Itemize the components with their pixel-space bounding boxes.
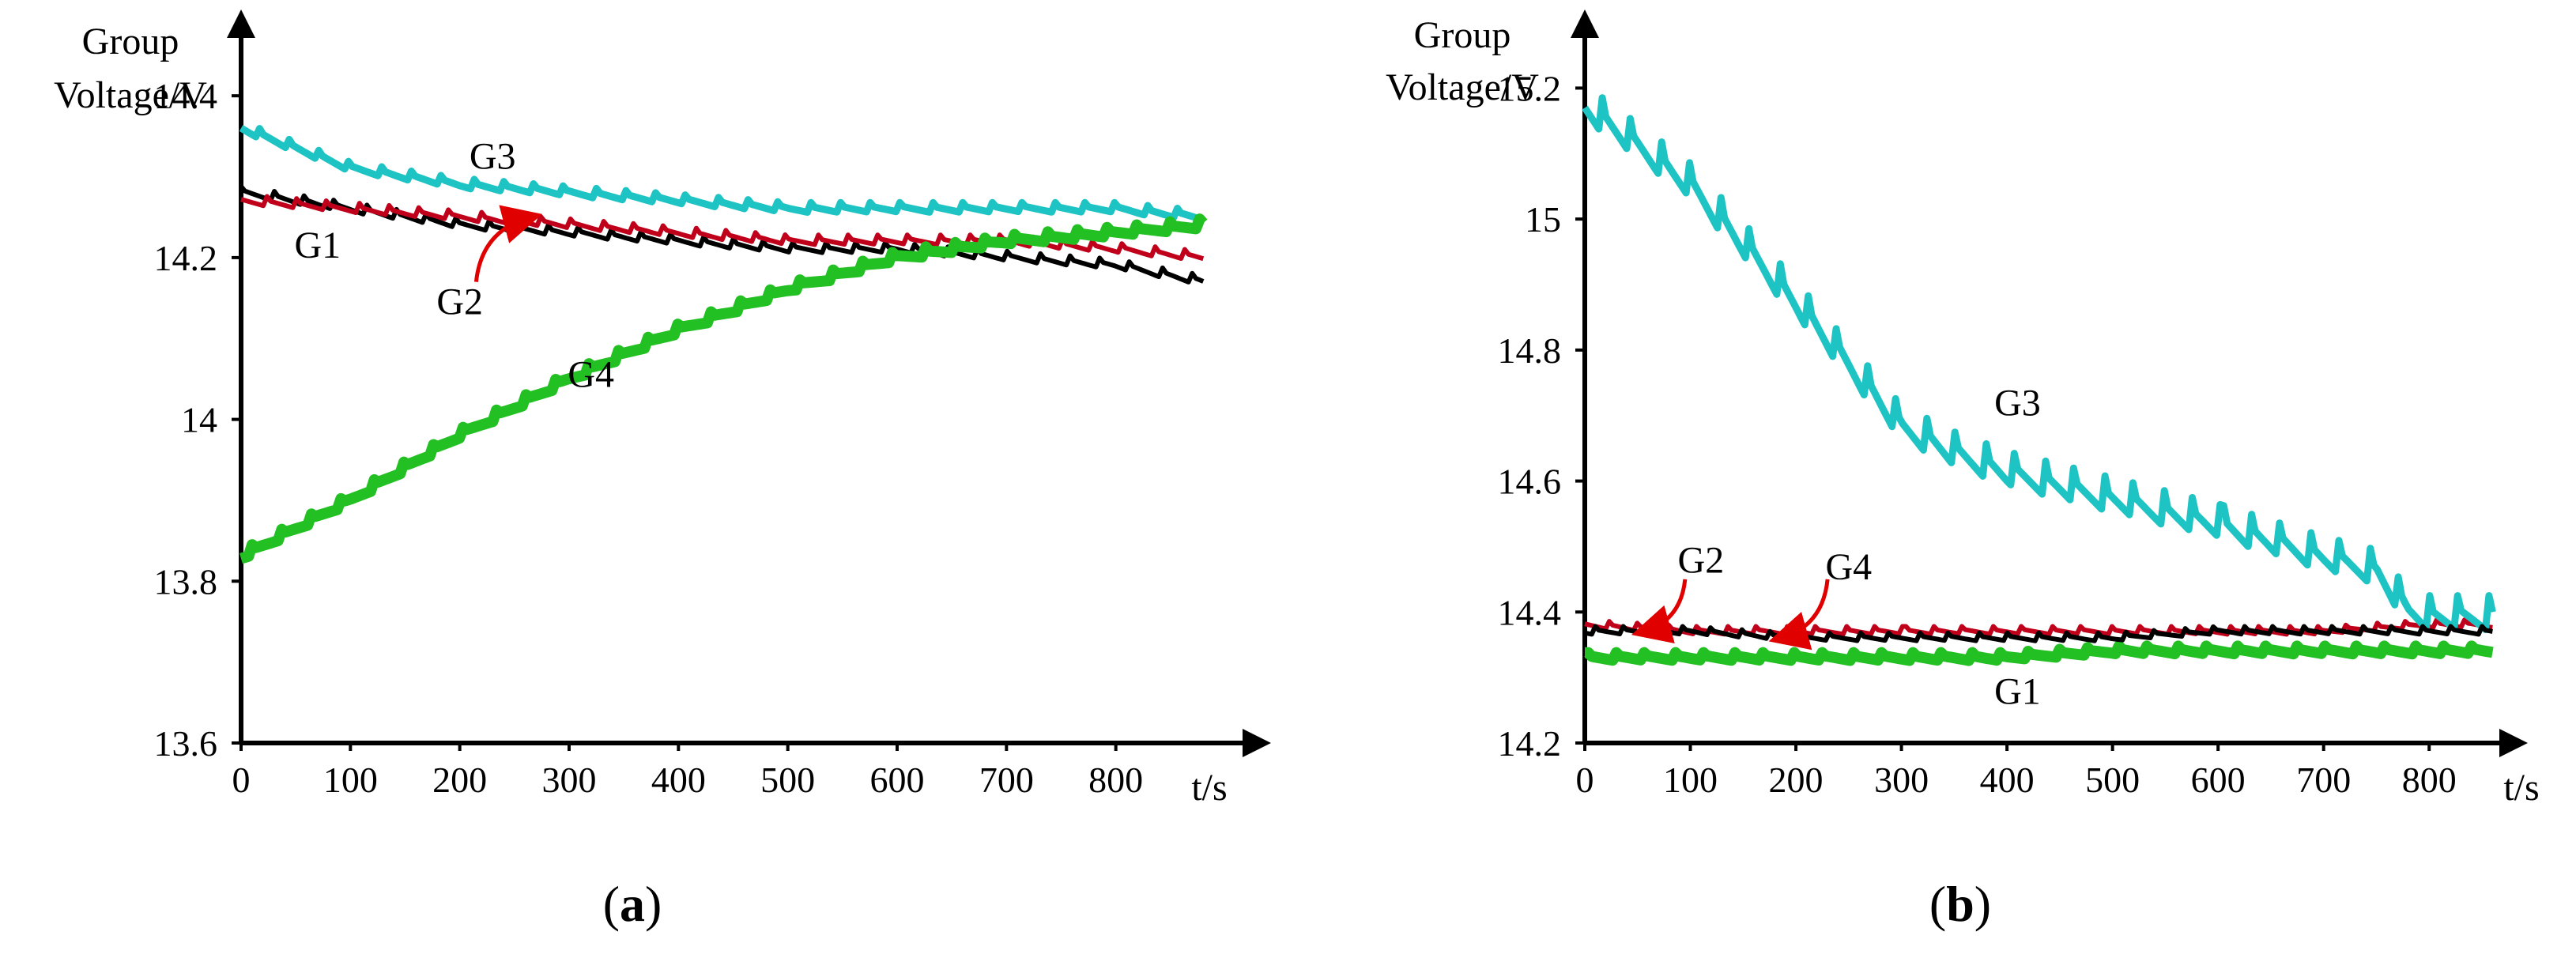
y-tick-label-a: 14 [181,400,217,440]
x-axis-title-a: t/s [1191,767,1227,809]
y-tick-label-b: 15 [1525,199,1561,240]
x-tick-label-a: 600 [870,760,925,800]
y-axis-title-line1-a: Group [82,21,179,62]
caption-letter-a: a [620,876,645,932]
y-axis-title-line1-b: Group [1414,14,1511,56]
axes-a: 13.6 13.8 14 14.2 14.4 0 100 200 300 400 500 600 700… [154,9,1271,800]
caption-close-b: ) [1974,876,1991,932]
x-tick-label-a: 700 [979,760,1034,800]
x-tick-label-a: 0 [232,760,251,800]
y-tick-label-b: 14.4 [1498,592,1562,632]
y-tick-label-a: 14.2 [154,238,218,278]
y-axis-title-line2-b: Voltage/V [1386,66,1539,108]
x-tick-label-b: 400 [1980,760,2035,800]
x-tick-label-b: 700 [2296,760,2351,800]
series-group-a [239,125,1208,564]
y-tick-label-a: 14.4 [154,76,218,116]
caption-open-a: ( [603,876,620,932]
annotations-a: G1 G2 G3 G4 [294,135,614,395]
x-tick-label-b: 0 [1576,760,1594,800]
y-axis-title-line2-a: Voltage/V [54,74,207,116]
series-label-g4-b: G4 [1825,546,1872,588]
annotations-b: G1 G2 G3 G4 [1631,383,2041,712]
y-tick-label-a: 13.8 [154,561,218,602]
series-line-g3-a [239,125,1205,224]
x-tick-label-a: 300 [542,760,597,800]
annotation-arrow-b [1631,579,1688,643]
annotation-arrow-a [473,205,543,282]
series-group-b [1582,94,2496,666]
y-tick-label-b: 14.2 [1498,723,1562,764]
axes-b: 14.2 14.4 14.6 14.8 15 15.2 0 100 200 300 400 500 60… [1498,9,2528,800]
series-line-g4-b [1584,624,2493,643]
caption-open-b: ( [1929,876,1946,932]
x-tick-label-b: 200 [1769,760,1824,800]
x-tick-label-a: 200 [432,760,487,800]
caption-a: (a) [603,876,662,932]
series-label-g2-b: G2 [1678,540,1725,582]
x-tick-label-a: 100 [323,760,378,800]
y-tick-label-b: 14.8 [1498,330,1562,371]
y-tick-label-b: 14.6 [1498,462,1562,502]
x-tick-label-b: 500 [2085,760,2140,800]
x-tick-label-b: 600 [2191,760,2246,800]
x-axis-title-b: t/s [2503,767,2539,809]
series-label-g1-b: G1 [1994,670,2041,712]
x-tick-label-b: 800 [2402,760,2457,800]
series-label-g3-a: G3 [470,135,516,177]
caption-b: (b) [1929,876,1991,932]
caption-close-a: ) [645,876,662,932]
x-tick-label-a: 500 [760,760,815,800]
y-axis-title-b: Group Voltage/V [1386,14,1539,108]
series-label-g4-a: G4 [568,354,614,396]
x-tick-label-b: 300 [1874,760,1929,800]
caption-letter-b: b [1946,876,1974,932]
x-tick-label-a: 400 [651,760,706,800]
series-line-g3-b [1582,94,2496,633]
x-tick-label-a: 800 [1088,760,1143,800]
annotation-arrow-b [1768,579,1830,651]
series-line-g1-b [1582,640,2495,666]
chart-panel-b: Group Voltage/V t/s 14.2 14.4 14.6 14.8 15 15… [1386,9,2540,932]
x-tick-label-b: 100 [1663,760,1718,800]
y-tick-label-a: 13.6 [154,723,218,764]
series-label-g1-a: G1 [294,224,341,266]
y-tick-label-b: 15.2 [1498,68,1562,108]
series-label-g3-b: G3 [1994,383,2041,424]
series-label-g2-a: G2 [436,281,483,323]
series-line-g4-a [239,213,1208,564]
y-axis-title-a: Group Voltage/V [54,21,207,116]
